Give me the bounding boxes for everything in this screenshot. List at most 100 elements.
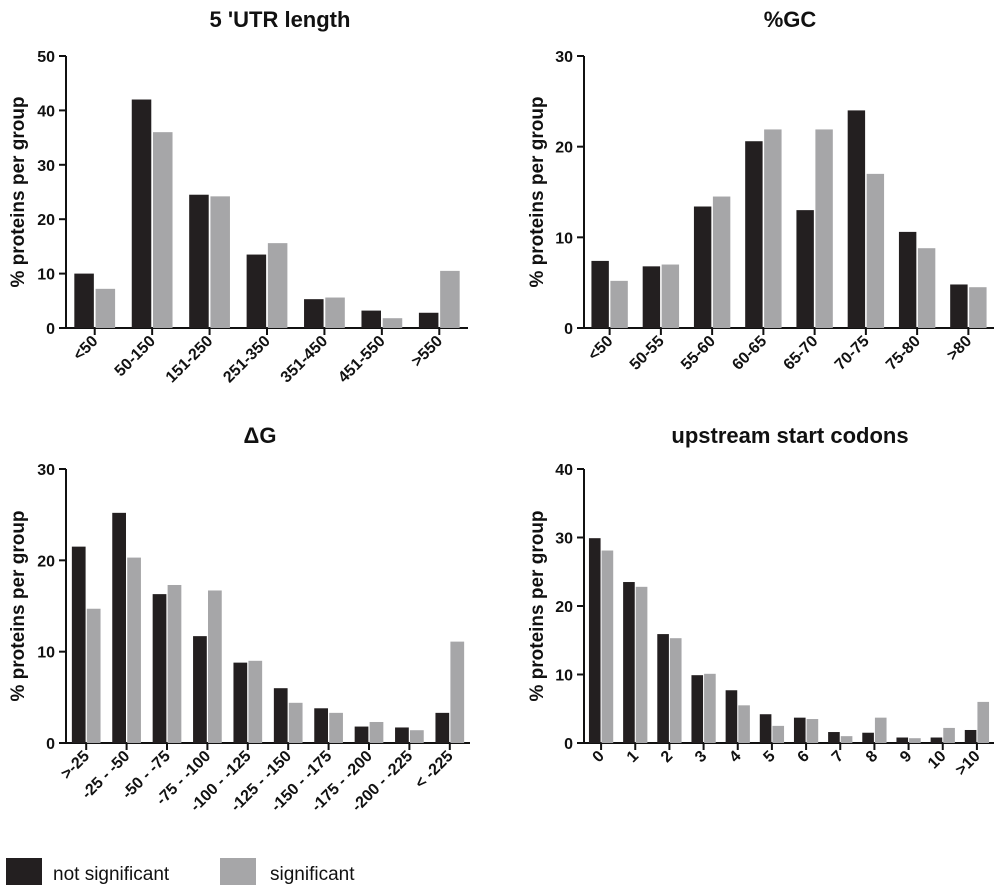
bar-not-significant-7: [354, 726, 369, 743]
bar-not-significant-7: [950, 284, 968, 328]
y-tick-label: 0: [564, 736, 573, 753]
bar-not-significant-8: [395, 727, 409, 743]
y-axis-label: % proteins per group: [8, 510, 29, 701]
x-tick-label: 3: [692, 748, 710, 766]
chart-title: ΔG: [244, 423, 277, 448]
legend-swatch-not-significant: [6, 858, 42, 885]
bar-not-significant-3: [246, 254, 267, 328]
legend-swatch-significant: [220, 858, 256, 885]
y-tick-label: 40: [555, 462, 573, 479]
x-tick-label: 50-150: [112, 333, 159, 380]
bar-not-significant-0: [74, 273, 94, 328]
bar-not-significant-5: [361, 310, 381, 328]
bar-significant-5: [382, 318, 403, 328]
y-axis-label: % proteins per group: [527, 510, 548, 701]
bar-significant-6: [440, 270, 460, 328]
chart-title: 5 'UTR length: [210, 7, 351, 32]
bar-not-significant-3: [745, 141, 763, 328]
x-tick-label: <50: [585, 333, 616, 364]
x-tick-label: 55-60: [678, 333, 719, 374]
bar-not-significant-3: [691, 675, 704, 743]
bar-significant-2: [712, 196, 731, 328]
bar-significant-11: [977, 701, 990, 743]
bar-not-significant-8: [862, 732, 874, 743]
bar-significant-10: [943, 727, 955, 743]
x-tick-label: 251-350: [220, 333, 274, 387]
bar-significant-2: [167, 584, 182, 743]
chart-title: upstream start codons: [671, 423, 908, 448]
bar-significant-8: [410, 730, 424, 743]
bar-significant-2: [210, 196, 230, 328]
bar-not-significant-2: [657, 634, 669, 743]
bar-significant-0: [601, 550, 614, 743]
bar-not-significant-10: [930, 737, 943, 743]
bar-not-significant-1: [623, 582, 635, 743]
x-tick-label: 4: [726, 748, 744, 766]
y-tick-label: 30: [555, 49, 573, 66]
bar-not-significant-6: [793, 717, 806, 743]
chart-title: %GC: [764, 7, 817, 32]
bar-not-significant-5: [273, 688, 288, 743]
y-tick-label: 10: [555, 230, 573, 247]
x-tick-label: 8: [863, 748, 881, 766]
bar-not-significant-3: [193, 636, 207, 743]
chart-upstream-start-codons: upstream start codons % proteins per grou…: [527, 423, 994, 779]
bar-significant-6: [806, 719, 819, 743]
bar-significant-1: [153, 132, 173, 328]
x-tick-label: >10: [953, 748, 984, 779]
legend-label-significant: significant: [270, 864, 355, 885]
bar-significant-5: [772, 725, 785, 743]
y-tick-label: 0: [46, 321, 55, 338]
y-tick-label: 10: [555, 668, 573, 685]
bar-significant-3: [704, 673, 716, 743]
bar-not-significant-11: [964, 729, 977, 743]
bar-not-significant-6: [418, 312, 439, 328]
bar-not-significant-0: [71, 546, 86, 743]
bar-significant-8: [874, 717, 887, 743]
bar-not-significant-2: [152, 594, 167, 743]
bar-significant-1: [127, 557, 141, 743]
y-tick-label: 20: [37, 553, 55, 570]
x-tick-label: 60-65: [729, 333, 770, 374]
bar-not-significant-1: [112, 512, 126, 743]
bar-significant-4: [248, 660, 263, 743]
x-tick-label: 0: [590, 748, 608, 766]
bar-not-significant-7: [828, 732, 840, 743]
bar-not-significant-1: [642, 266, 661, 328]
x-tick-label: 50-55: [627, 333, 668, 374]
bar-not-significant-5: [847, 110, 866, 329]
bar-not-significant-9: [435, 712, 450, 743]
x-tick-label: 5: [760, 748, 778, 766]
y-tick-label: 20: [37, 212, 55, 229]
y-tick-label: 30: [37, 158, 55, 175]
y-tick-label: 10: [37, 645, 55, 662]
bar-significant-9: [909, 738, 921, 743]
bar-not-significant-2: [693, 206, 712, 328]
x-tick-label: 2: [658, 748, 676, 766]
bar-not-significant-5: [759, 714, 772, 743]
y-tick-label: 30: [37, 462, 55, 479]
bar-significant-3: [208, 590, 222, 743]
x-tick-label: 6: [795, 748, 813, 766]
bar-significant-4: [738, 705, 750, 743]
bar-significant-7: [840, 736, 853, 743]
bar-significant-3: [764, 129, 782, 328]
bar-not-significant-4: [725, 690, 738, 743]
bar-not-significant-1: [131, 99, 152, 329]
bar-significant-6: [329, 712, 343, 743]
x-tick-label: <50: [70, 333, 101, 364]
bar-not-significant-2: [189, 194, 209, 328]
bar-significant-6: [917, 248, 936, 328]
chart-gc-content: %GC % proteins per group 0 10 20 30 <50 50-55 55…: [527, 7, 994, 374]
x-tick-label: 351-450: [278, 333, 332, 387]
bar-significant-5: [866, 173, 885, 328]
x-tick-label: >550: [409, 333, 447, 371]
bar-significant-4: [325, 297, 345, 328]
bar-not-significant-6: [898, 231, 917, 328]
x-tick-label: 70-75: [832, 333, 873, 374]
bar-not-significant-4: [796, 210, 814, 328]
bar-not-significant-0: [591, 260, 609, 328]
x-tick-label: >-25: [58, 748, 93, 783]
